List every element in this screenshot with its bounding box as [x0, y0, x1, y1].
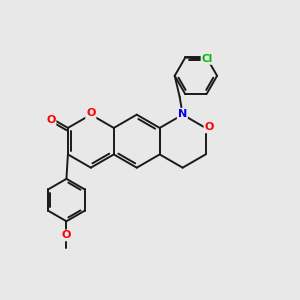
Text: N: N [178, 109, 187, 119]
Text: O: O [204, 122, 214, 132]
Text: Cl: Cl [202, 54, 213, 64]
Text: O: O [46, 115, 56, 125]
Text: O: O [86, 109, 95, 118]
Text: O: O [62, 230, 71, 240]
